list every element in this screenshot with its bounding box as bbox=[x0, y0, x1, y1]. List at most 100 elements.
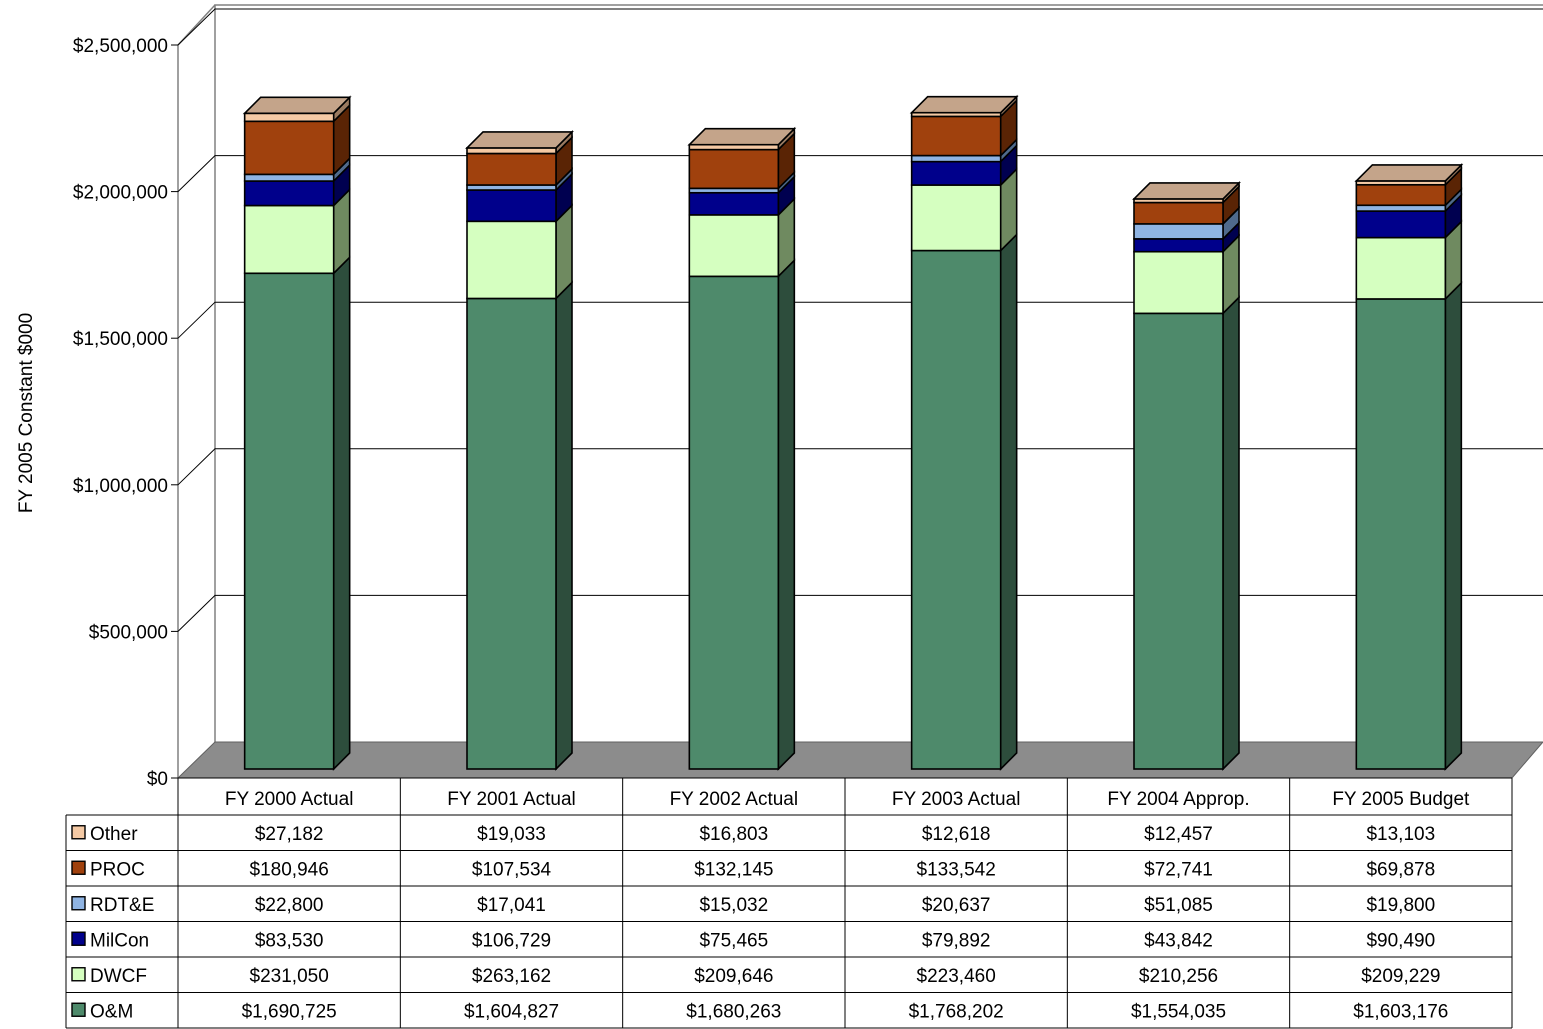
bar-segment bbox=[910, 154, 1002, 163]
y-tick-label: $2,500,000 bbox=[73, 36, 168, 57]
legend-swatch bbox=[71, 896, 86, 911]
legend-series-label: PROC bbox=[90, 859, 145, 880]
y-tick-label: $2,000,000 bbox=[73, 183, 168, 204]
table-cell-value: $83,530 bbox=[255, 930, 324, 951]
table-cell-value: $72,741 bbox=[1144, 859, 1213, 880]
bar-segment bbox=[243, 120, 335, 176]
bar-segment bbox=[688, 191, 780, 216]
y-tick-label: $1,500,000 bbox=[73, 329, 168, 350]
bar-top-cap bbox=[1132, 182, 1241, 200]
bar-segment bbox=[243, 204, 335, 275]
bar-segment bbox=[910, 115, 1002, 157]
table-cell-value: $19,033 bbox=[477, 824, 546, 845]
bar-segment bbox=[243, 272, 335, 770]
bar-segment bbox=[1355, 183, 1447, 207]
table-cell-value: $27,182 bbox=[255, 824, 324, 845]
gridline bbox=[177, 448, 1543, 486]
bar-segment bbox=[1355, 210, 1447, 239]
chart-walls bbox=[176, 4, 1543, 779]
table-cell-value: $19,800 bbox=[1366, 895, 1435, 916]
x-category-label: FY 2004 Approp. bbox=[1107, 789, 1249, 810]
legend-swatch bbox=[71, 860, 86, 875]
chart-floor bbox=[176, 741, 1543, 779]
bar-segment bbox=[1133, 250, 1224, 315]
table-cell-value: $132,145 bbox=[694, 859, 773, 880]
bar-segment bbox=[1133, 223, 1224, 240]
y-tick-label: $500,000 bbox=[89, 622, 168, 643]
table-cell-value: $51,085 bbox=[1144, 895, 1213, 916]
bars bbox=[242, 94, 1464, 771]
bar-segment bbox=[466, 189, 557, 223]
legend-series-label: DWCF bbox=[90, 966, 147, 987]
bar-stack bbox=[687, 126, 797, 771]
legend-swatch bbox=[71, 1002, 86, 1017]
y-axis: $0 $500,000 $1,000,000 $1,500,000 $2,000,000… bbox=[73, 36, 178, 790]
y-tick-label: $1,000,000 bbox=[73, 476, 168, 497]
table-cell-value: $12,618 bbox=[922, 824, 991, 845]
legend-series-label: O&M bbox=[90, 1001, 133, 1022]
y-axis-label: FY 2005 Constant $000 bbox=[16, 313, 37, 513]
table-cell-value: $209,646 bbox=[694, 966, 773, 987]
x-category-label: FY 2005 Budget bbox=[1332, 789, 1470, 810]
bar-top-cap bbox=[687, 127, 797, 146]
bar-stack bbox=[242, 95, 352, 771]
table-cell-value: $1,690,725 bbox=[242, 1001, 337, 1022]
bar-segment-side bbox=[777, 258, 796, 771]
table-cell-value: $15,032 bbox=[699, 895, 768, 916]
bar-segment bbox=[243, 112, 335, 123]
gridline bbox=[177, 301, 1543, 339]
table-cell-value: $22,800 bbox=[255, 895, 324, 916]
table-cell-value: $231,050 bbox=[250, 966, 329, 987]
legend-swatch bbox=[71, 825, 86, 840]
bar-segment bbox=[688, 214, 780, 278]
y-tick-label: $0 bbox=[147, 769, 168, 790]
legend-series-label: MilCon bbox=[90, 930, 149, 951]
table-cell-value: $13,103 bbox=[1366, 824, 1435, 845]
table-cell-value: $20,637 bbox=[922, 895, 991, 916]
bar-segment bbox=[466, 147, 557, 155]
bar-stack bbox=[1354, 163, 1464, 771]
bar-segment bbox=[1355, 298, 1447, 770]
x-category-label: FY 2002 Actual bbox=[670, 789, 799, 810]
legend-series-label: RDT&E bbox=[90, 895, 154, 916]
table-cell-value: $107,534 bbox=[472, 859, 552, 880]
table-cell-value: $1,768,202 bbox=[909, 1001, 1004, 1022]
table-cell-value: $16,803 bbox=[699, 824, 768, 845]
bar-segment bbox=[910, 249, 1002, 770]
bar-stack bbox=[465, 129, 574, 771]
bar-segment-side bbox=[332, 255, 351, 771]
bar-segment bbox=[1133, 238, 1224, 253]
bar-segment bbox=[910, 160, 1002, 186]
bar-segment bbox=[910, 184, 1002, 252]
table-cell-value: $90,490 bbox=[1366, 930, 1435, 951]
table-cell-value: $79,892 bbox=[922, 930, 991, 951]
table-cell-value: $1,603,176 bbox=[1353, 1001, 1448, 1022]
legend-series-label: Other bbox=[90, 824, 138, 845]
gridline bbox=[177, 155, 1543, 192]
gridline bbox=[177, 594, 1543, 632]
bar-segment-side bbox=[999, 232, 1018, 771]
table-cell-value: $133,542 bbox=[917, 859, 996, 880]
bar-stack bbox=[909, 94, 1019, 771]
bar-segment bbox=[466, 152, 557, 186]
bar-segment bbox=[466, 297, 557, 770]
gridline bbox=[177, 8, 1543, 46]
gridlines bbox=[177, 8, 1543, 632]
table-cell-value: $1,680,263 bbox=[686, 1001, 781, 1022]
bar-segment bbox=[1355, 204, 1447, 212]
table-cell-value: $1,554,035 bbox=[1131, 1001, 1226, 1022]
bar-top-cap bbox=[242, 96, 352, 115]
bar-segment-side bbox=[555, 280, 573, 771]
table-cell-value: $263,162 bbox=[472, 966, 551, 987]
table-cell-value: $43,842 bbox=[1144, 930, 1213, 951]
bar-top-cap bbox=[1354, 164, 1464, 182]
bar-segment bbox=[1133, 312, 1224, 770]
table-cell-value: $223,460 bbox=[917, 966, 996, 987]
table-cell-value: $75,465 bbox=[699, 930, 768, 951]
bar-top-cap bbox=[909, 95, 1019, 114]
table-cell-value: $106,729 bbox=[472, 930, 551, 951]
bar-segment-side bbox=[1444, 281, 1463, 771]
table-cell-value: $17,041 bbox=[477, 895, 546, 916]
back-wall-edge bbox=[214, 4, 1543, 742]
